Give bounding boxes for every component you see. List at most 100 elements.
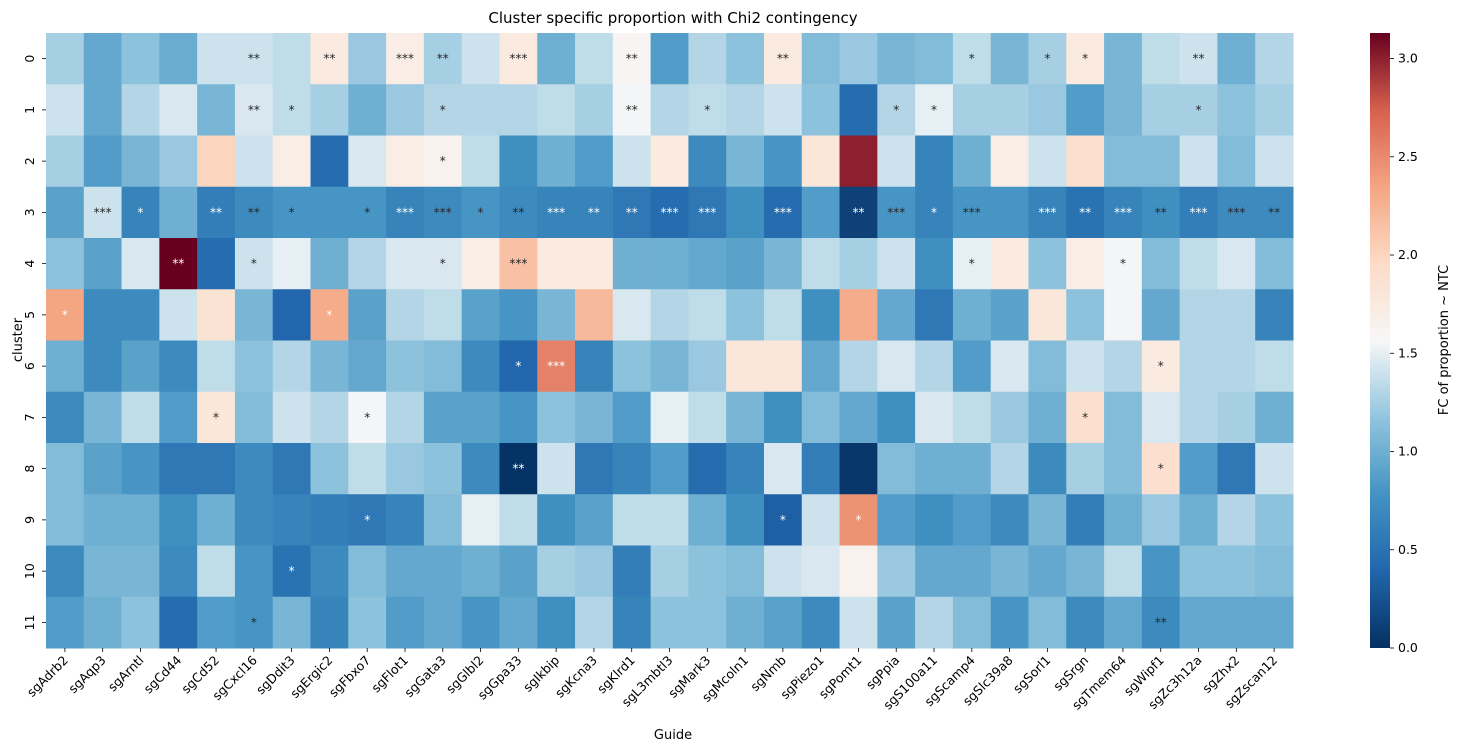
heatmap-cell	[915, 135, 954, 188]
heatmap-cell	[726, 186, 765, 239]
heatmap-cell	[461, 186, 500, 239]
heatmap-cell	[234, 545, 274, 598]
heatmap-cell	[461, 135, 500, 188]
colorbar-tick-label: 0.0	[1398, 640, 1418, 655]
heatmap-cell	[1141, 596, 1181, 649]
significance-label: *	[969, 52, 975, 66]
heatmap-cell	[726, 545, 765, 598]
heatmap-cell	[121, 443, 160, 495]
colorbar: 0.0 0.5 1.0 1.5 2.0 2.5 3.0	[1370, 33, 1418, 655]
heatmap-cell	[272, 494, 312, 546]
heatmap-cell	[877, 494, 916, 546]
significance-label: *	[440, 154, 446, 168]
heatmap-cell	[1104, 391, 1143, 444]
heatmap-cell	[877, 596, 916, 649]
heatmap-cell	[121, 545, 160, 598]
heatmap-cell	[423, 596, 463, 649]
significance-label: ***	[1227, 205, 1245, 219]
heatmap-cell	[197, 289, 236, 341]
heatmap-cell	[272, 33, 312, 85]
heatmap-cell	[1179, 135, 1218, 188]
significance-label: ***	[396, 52, 414, 66]
heatmap-cell	[310, 391, 349, 444]
heatmap-cell	[537, 391, 576, 444]
heatmap-cell	[197, 545, 236, 598]
heatmap-cell	[915, 443, 954, 495]
heatmap-cell	[423, 135, 463, 188]
heatmap-cell	[272, 289, 312, 341]
heatmap-cell	[537, 289, 576, 341]
heatmap-cell	[1141, 340, 1181, 393]
heatmap-cell	[952, 494, 992, 546]
heatmap-cell	[990, 186, 1029, 239]
heatmap-cell	[726, 443, 765, 495]
heatmap-cell	[763, 186, 803, 239]
heatmap-cell	[310, 289, 349, 341]
significance-label: ***	[547, 359, 565, 373]
heatmap-cell	[537, 596, 576, 649]
heatmap-cell	[575, 84, 614, 136]
x-axis: sgAdrb2sgAqp3sgArntlsgCd44sgCd52sgCxcl16…	[24, 648, 1280, 713]
colorbar-tick-label: 1.5	[1398, 345, 1418, 360]
significance-label: ***	[547, 205, 565, 219]
heatmap-cell	[575, 596, 614, 649]
significance-label: **	[1193, 52, 1205, 66]
heatmap-cell	[83, 340, 123, 393]
heatmap-cell	[612, 596, 652, 649]
heatmap-cell	[650, 494, 689, 546]
y-tick-label: 6	[22, 362, 37, 370]
heatmap-cell	[46, 33, 85, 85]
heatmap-cell	[310, 545, 349, 598]
significance-label: *	[931, 205, 937, 219]
heatmap-cell	[1217, 443, 1256, 495]
heatmap-cell	[1066, 340, 1105, 393]
heatmap-cell	[386, 33, 425, 85]
heatmap-cell	[46, 545, 85, 598]
heatmap-cell	[990, 238, 1029, 290]
significance-label: **	[437, 52, 449, 66]
significance-label: *	[440, 103, 446, 117]
heatmap-cell	[612, 186, 652, 239]
significance-label: **	[1268, 205, 1280, 219]
heatmap-cell	[1255, 84, 1294, 136]
heatmap-cell	[726, 289, 765, 341]
significance-label: *	[478, 205, 484, 219]
heatmap-cell	[952, 33, 992, 85]
heatmap-cell	[386, 596, 425, 649]
heatmap-cell	[499, 135, 538, 188]
heatmap-cell	[688, 238, 727, 290]
heatmap-cell	[386, 494, 425, 546]
significance-label: **	[626, 52, 638, 66]
heatmap-cell	[499, 443, 538, 495]
heatmap-cell	[1028, 391, 1067, 444]
heatmap-cell	[877, 135, 916, 188]
heatmap-cell	[1217, 391, 1256, 444]
heatmap-cell	[83, 186, 123, 239]
heatmap-cell	[1255, 494, 1294, 546]
heatmap-cell	[348, 443, 387, 495]
heatmap-cell	[726, 33, 765, 85]
heatmap-cell	[423, 340, 463, 393]
significance-label: *	[1120, 257, 1126, 271]
heatmap-cell	[234, 391, 274, 444]
heatmap-cell	[1141, 545, 1181, 598]
heatmap-cell	[1028, 84, 1067, 136]
heatmap-cell	[915, 84, 954, 136]
heatmap-cell	[763, 135, 803, 188]
heatmap-cell	[121, 596, 160, 649]
significance-label: *	[1196, 103, 1202, 117]
heatmap-cell	[575, 33, 614, 85]
heatmap-cell	[763, 84, 803, 136]
significance-label: *	[440, 257, 446, 271]
heatmap-cell	[423, 289, 463, 341]
heatmap-cell	[537, 33, 576, 85]
significance-label: ***	[1114, 205, 1132, 219]
heatmap-cell	[575, 135, 614, 188]
y-tick-label: 10	[22, 563, 37, 579]
heatmap-cell	[197, 84, 236, 136]
heatmap-cell	[915, 494, 954, 546]
heatmap-cell	[537, 238, 576, 290]
heatmap-cell	[990, 84, 1029, 136]
heatmap-cell	[688, 186, 727, 239]
heatmap-cell	[537, 84, 576, 136]
